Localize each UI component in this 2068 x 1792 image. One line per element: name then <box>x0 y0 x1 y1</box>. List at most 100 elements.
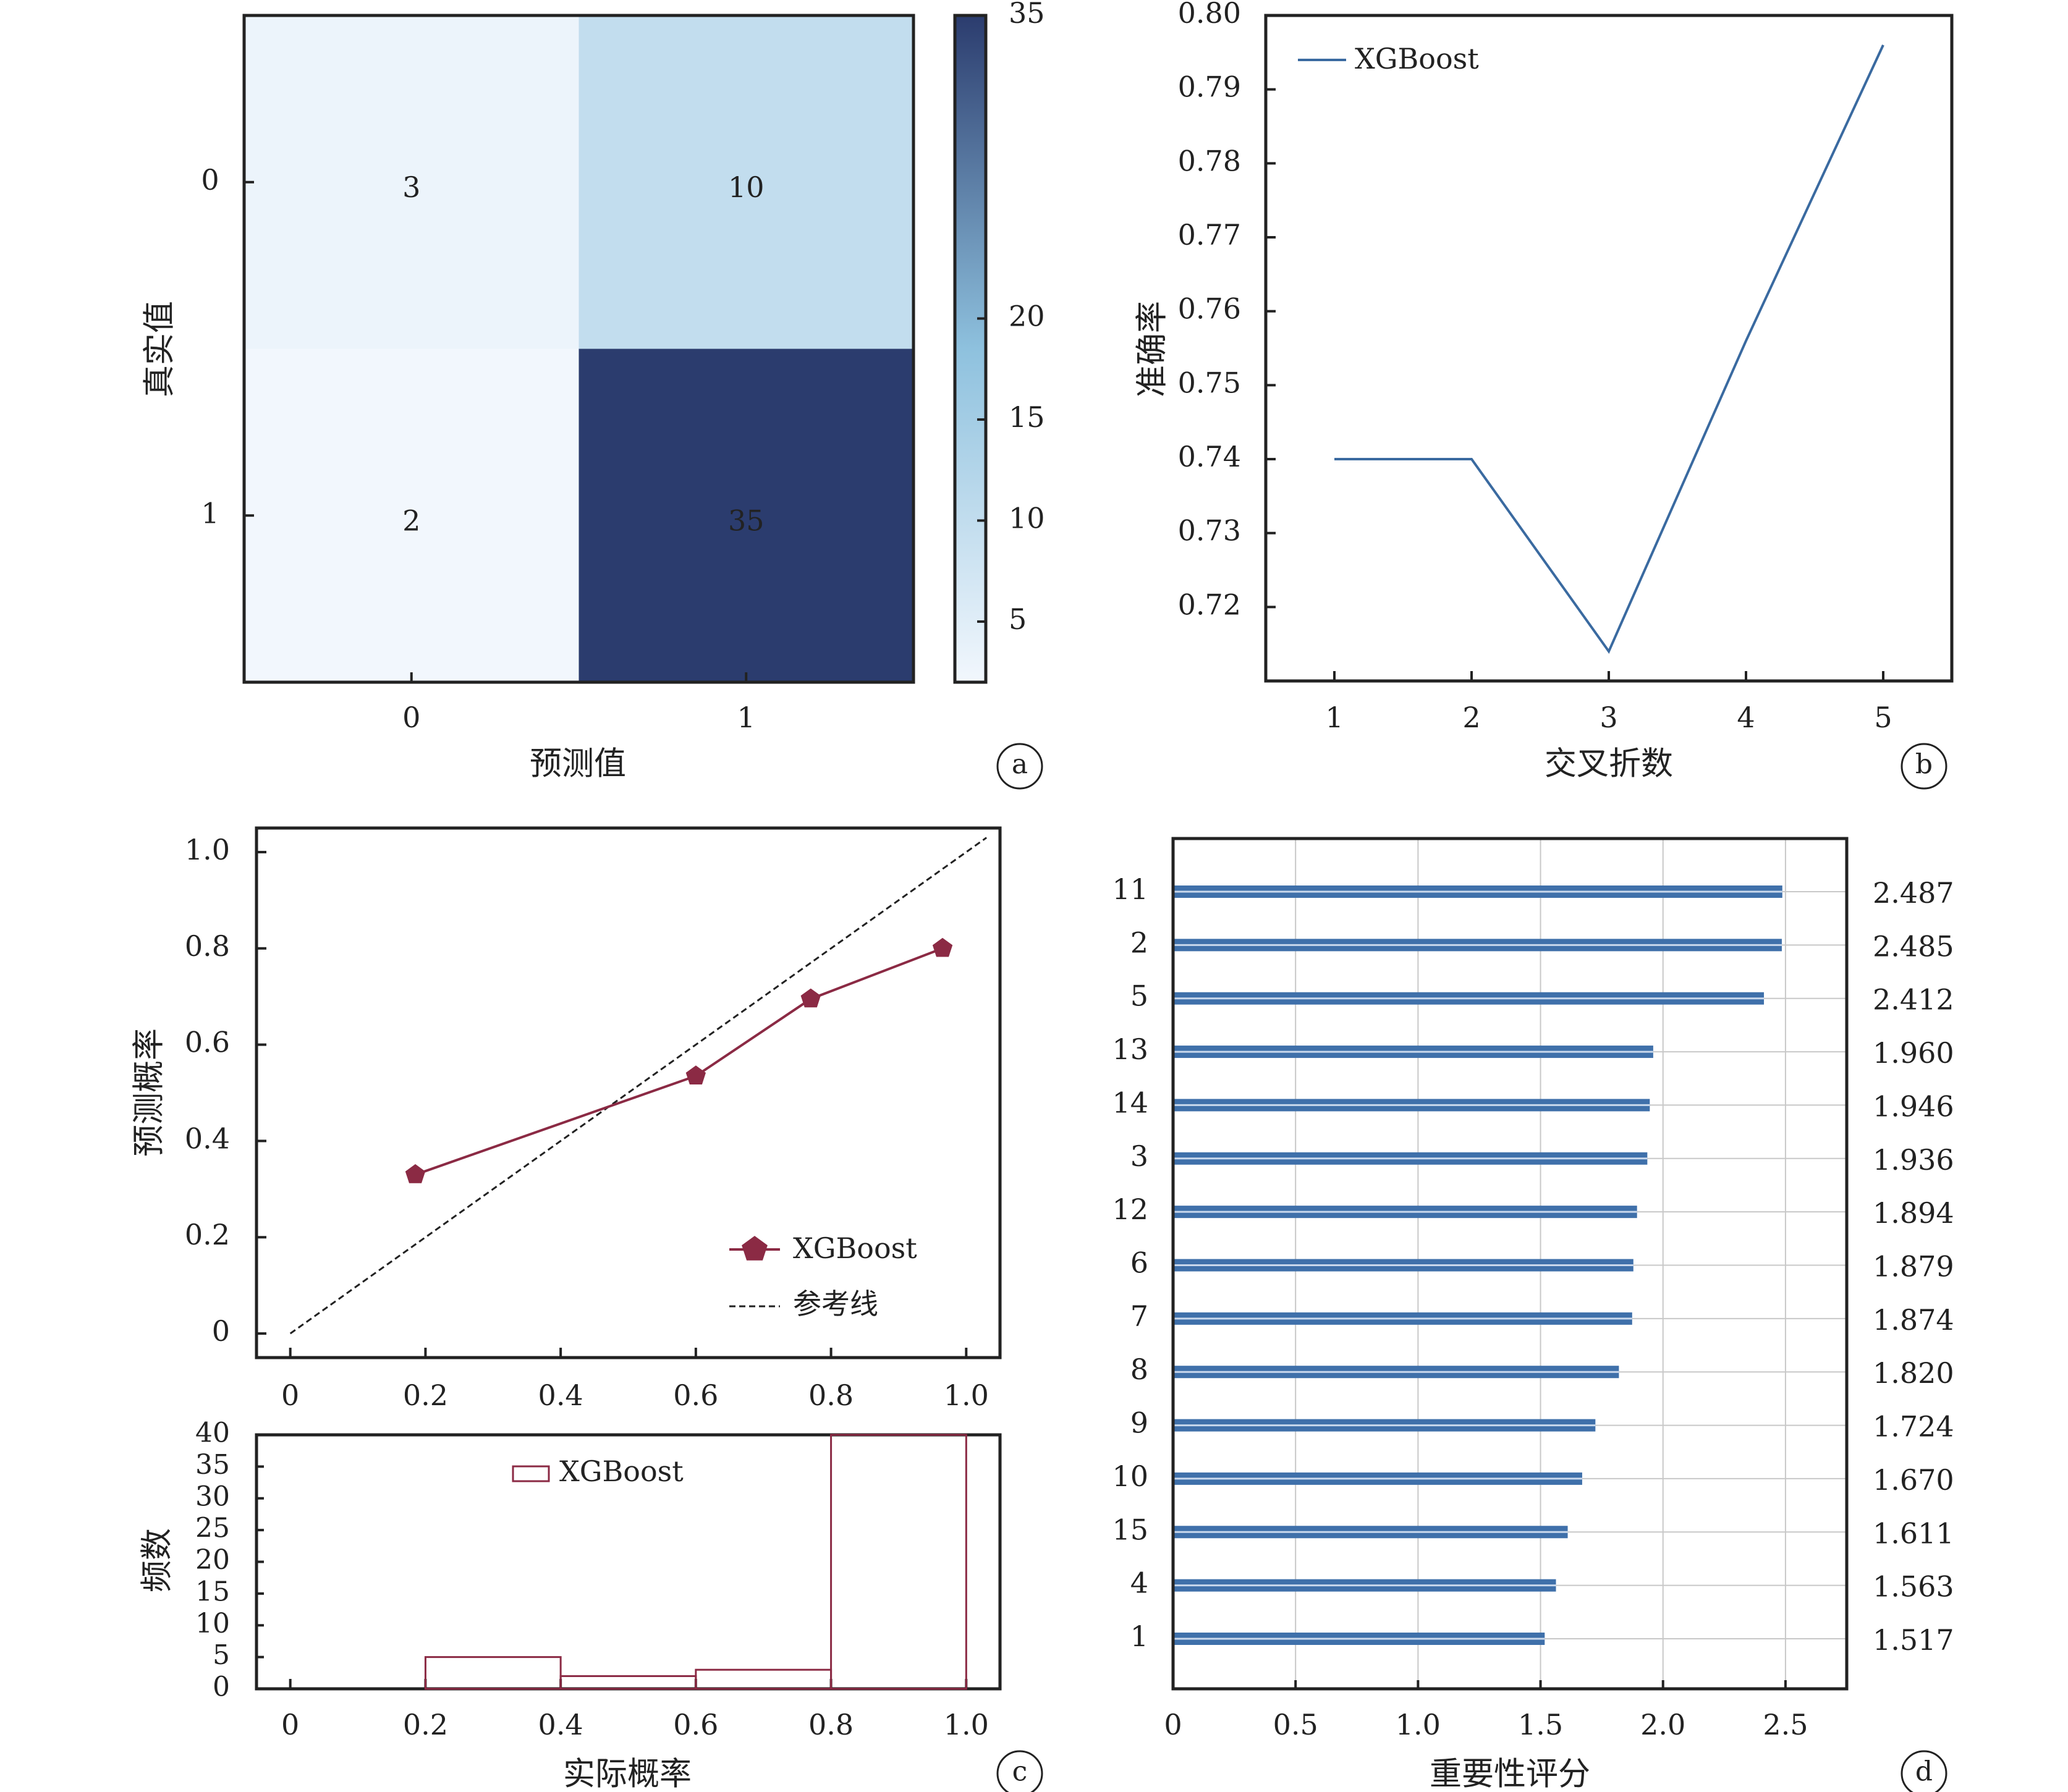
colorbar-tick-label: 5 <box>1009 602 1027 636</box>
legend-label: XGBoost <box>559 1455 684 1488</box>
panel-label-circle <box>996 1750 1043 1792</box>
y-tick-label: 25 <box>195 1513 230 1544</box>
x-tick-label: 0 <box>402 701 420 734</box>
heatmap-cell <box>244 15 579 349</box>
x-tick-label: 1.0 <box>1396 1708 1441 1741</box>
panel-label-circle <box>996 743 1043 790</box>
value-label: 2.487 <box>1873 876 1954 910</box>
heatmap-cell <box>578 349 913 682</box>
x-axis-label: 预测值 <box>530 746 626 783</box>
x-tick-label: 0.5 <box>1273 1708 1318 1741</box>
legend-label: XGBoost <box>1355 42 1479 75</box>
value-label: 2.485 <box>1873 929 1954 963</box>
y-tick-label: 0.77 <box>1178 218 1241 251</box>
x-tick-label: 0 <box>1164 1708 1182 1741</box>
y-tick-label: 3 <box>1130 1139 1148 1173</box>
y-axis-label: 频数 <box>139 1528 176 1592</box>
y-tick-label: 13 <box>1112 1033 1148 1066</box>
y-tick-label: 0.79 <box>1178 70 1241 104</box>
cell-value: 2 <box>402 504 420 537</box>
x-tick-label: 2 <box>1462 701 1480 734</box>
x-tick-label: 0 <box>281 1379 299 1412</box>
x-axis-label: 重要性评分 <box>1430 1756 1590 1792</box>
x-tick-label: 2.0 <box>1640 1708 1685 1741</box>
x-tick-label: 0 <box>281 1708 299 1741</box>
panel-label: b <box>1915 749 1933 780</box>
data-point <box>800 988 821 1008</box>
y-axis-label: 预测概率 <box>131 1028 168 1157</box>
y-tick-label: 0.72 <box>1178 588 1241 621</box>
y-tick-label: 0.73 <box>1178 514 1241 547</box>
colorbar-tick-label: 20 <box>1009 299 1045 332</box>
y-tick-label: 14 <box>1112 1086 1148 1119</box>
y-tick-label: 7 <box>1130 1300 1148 1333</box>
plot-frame <box>1264 14 1954 683</box>
x-tick-label: 0.6 <box>673 1379 718 1412</box>
value-label: 1.960 <box>1873 1036 1954 1070</box>
y-tick-label: 1 <box>1130 1620 1148 1653</box>
y-tick-label: 12 <box>1112 1193 1148 1226</box>
y-tick-label: 8 <box>1130 1353 1148 1386</box>
colorbar-frame <box>953 14 988 684</box>
series-line-xgboost <box>415 947 943 1176</box>
cell-value: 10 <box>728 171 765 204</box>
y-tick-label: 0.76 <box>1178 292 1241 326</box>
value-label: 2.412 <box>1873 983 1954 1016</box>
x-tick-label: 1.5 <box>1518 1708 1563 1741</box>
data-point <box>405 1164 426 1183</box>
heatmap-cell <box>578 15 913 349</box>
y-tick-label: 20 <box>195 1544 230 1576</box>
x-tick-label: 0.4 <box>538 1379 583 1412</box>
x-tick-label: 5 <box>1874 701 1892 734</box>
x-axis-label: 交叉折数 <box>1545 746 1673 783</box>
y-tick-label: 10 <box>195 1608 230 1639</box>
panel-label-circle <box>1901 743 1947 790</box>
x-tick-label: 4 <box>1737 701 1755 734</box>
data-point <box>932 937 953 957</box>
y-tick-label: 0.6 <box>185 1026 230 1059</box>
x-tick-label: 1.0 <box>944 1379 989 1412</box>
histogram-bar <box>559 1675 697 1690</box>
x-tick-label: 0.4 <box>538 1708 583 1741</box>
x-axis-label: 实际概率 <box>563 1756 692 1792</box>
y-tick-label: 0.2 <box>185 1218 230 1251</box>
colorbar-tick-label: 15 <box>1009 400 1045 434</box>
x-tick-label: 1 <box>737 701 755 734</box>
value-label: 1.563 <box>1873 1570 1954 1604</box>
y-tick-label: 4 <box>1130 1566 1148 1600</box>
histogram-bar <box>830 1434 967 1690</box>
x-tick-label: 3 <box>1600 701 1617 734</box>
x-tick-label: 0.2 <box>403 1708 448 1741</box>
value-label: 1.670 <box>1873 1463 1954 1497</box>
y-tick-label: 0.80 <box>1178 0 1241 30</box>
colorbar <box>955 15 986 682</box>
histogram-bar <box>695 1668 833 1690</box>
y-tick-label: 1 <box>201 496 219 530</box>
colorbar-tick-label: 10 <box>1009 501 1045 535</box>
cell-value: 35 <box>728 504 765 537</box>
value-label: 1.517 <box>1873 1623 1954 1657</box>
y-tick-label: 11 <box>1112 873 1148 906</box>
y-tick-label: 0 <box>201 163 219 197</box>
histogram-bar <box>424 1656 562 1690</box>
y-tick-label: 5 <box>213 1639 230 1671</box>
value-label: 1.936 <box>1873 1143 1954 1177</box>
y-tick-label: 0.78 <box>1178 144 1241 177</box>
legend-marker <box>742 1236 768 1261</box>
y-tick-label: 9 <box>1130 1406 1148 1440</box>
y-tick-label: 10 <box>1112 1460 1148 1493</box>
heatmap-frame <box>242 14 915 684</box>
y-tick-label: 0 <box>212 1314 230 1348</box>
y-tick-label: 40 <box>195 1418 230 1449</box>
y-tick-label: 15 <box>195 1576 230 1607</box>
panel-label-circle <box>1901 1750 1947 1792</box>
y-tick-label: 15 <box>1112 1513 1148 1546</box>
legend-swatch <box>512 1465 550 1482</box>
y-tick-label: 1.0 <box>185 833 230 866</box>
value-label: 1.820 <box>1873 1356 1954 1390</box>
y-tick-label: 6 <box>1130 1246 1148 1280</box>
plot-frame <box>255 826 1002 1359</box>
y-tick-label: 2 <box>1130 926 1148 959</box>
value-label: 1.879 <box>1873 1250 1954 1283</box>
